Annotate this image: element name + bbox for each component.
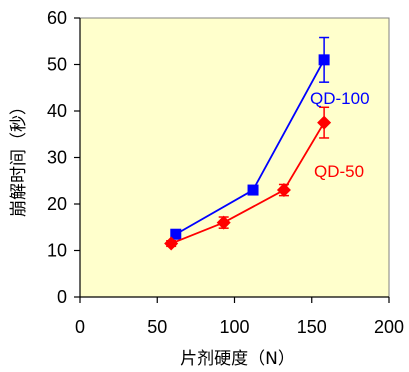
x-tick-label: 50 bbox=[147, 317, 167, 337]
y-tick-label: 30 bbox=[47, 148, 67, 168]
y-tick-label: 50 bbox=[47, 55, 67, 75]
y-tick-label: 60 bbox=[47, 8, 67, 28]
data-point bbox=[317, 115, 332, 130]
series-label-qd-100: QD-100 bbox=[310, 89, 370, 108]
data-point bbox=[216, 215, 231, 230]
data-point bbox=[247, 184, 259, 196]
data-point bbox=[170, 228, 182, 240]
y-tick-label: 40 bbox=[47, 101, 67, 121]
series-layer bbox=[164, 36, 332, 251]
data-point bbox=[318, 54, 330, 66]
data-point bbox=[164, 236, 179, 251]
y-tick-label: 0 bbox=[57, 287, 67, 307]
data-point bbox=[276, 183, 291, 198]
y-tick-label: 20 bbox=[47, 194, 67, 214]
x-axis-title: 片剂硬度（N） bbox=[180, 349, 295, 369]
plot-area bbox=[79, 17, 390, 298]
series-line bbox=[170, 122, 325, 245]
x-tick-label: 150 bbox=[297, 317, 327, 337]
series-qd-100 bbox=[170, 36, 330, 240]
series-qd-50 bbox=[164, 106, 332, 251]
x-tick-label: 200 bbox=[374, 317, 404, 337]
y-tick-label: 10 bbox=[47, 241, 67, 261]
x-tick-label: 100 bbox=[219, 317, 249, 337]
axes: 0 10 20 30 40 50 60 0 50 100 150 200 bbox=[47, 8, 404, 337]
y-axis-title: 崩解时间（秒） bbox=[9, 98, 29, 217]
x-tick-label: 0 bbox=[75, 317, 85, 337]
series-label-qd-50: QD-50 bbox=[314, 162, 364, 181]
